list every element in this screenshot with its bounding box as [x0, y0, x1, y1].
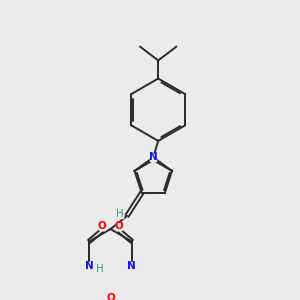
- Text: N: N: [128, 261, 136, 271]
- Text: H: H: [96, 264, 104, 274]
- Bar: [150, 154, 156, 161]
- Bar: [117, 211, 123, 218]
- Text: O: O: [114, 221, 123, 231]
- Bar: [97, 265, 103, 272]
- Bar: [116, 223, 122, 230]
- Bar: [108, 294, 113, 300]
- Text: H: H: [116, 209, 124, 219]
- Bar: [99, 223, 105, 230]
- Text: N: N: [149, 152, 158, 162]
- Bar: [86, 262, 92, 270]
- Text: O: O: [106, 293, 115, 300]
- Text: N: N: [85, 261, 94, 271]
- Text: O: O: [98, 221, 107, 231]
- Bar: [129, 262, 135, 270]
